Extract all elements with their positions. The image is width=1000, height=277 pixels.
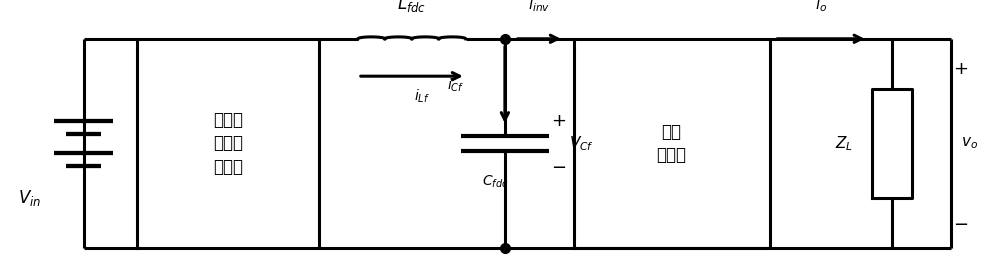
- Text: $-$: $-$: [953, 214, 968, 232]
- Text: $V_{Cf}$: $V_{Cf}$: [569, 134, 594, 153]
- Text: $Z_L$: $Z_L$: [835, 134, 853, 153]
- Text: $+$: $+$: [551, 112, 566, 130]
- Text: $C_{fdc}$: $C_{fdc}$: [482, 173, 508, 190]
- Text: $V_{in}$: $V_{in}$: [18, 188, 41, 208]
- Text: $i_{Cf}$: $i_{Cf}$: [447, 76, 465, 94]
- Text: $i_{inv}$: $i_{inv}$: [528, 0, 550, 14]
- Text: $i_{Lf}$: $i_{Lf}$: [414, 88, 430, 105]
- Text: $L_{fdc}$: $L_{fdc}$: [397, 0, 426, 14]
- Text: 直流变
换器开
关网络: 直流变 换器开 关网络: [213, 111, 243, 176]
- Text: $-$: $-$: [551, 157, 566, 175]
- Text: $i_o$: $i_o$: [815, 0, 827, 14]
- Text: $+$: $+$: [953, 60, 968, 78]
- Text: 单相
逆变器: 单相 逆变器: [656, 123, 686, 164]
- Text: $v_o$: $v_o$: [961, 136, 978, 151]
